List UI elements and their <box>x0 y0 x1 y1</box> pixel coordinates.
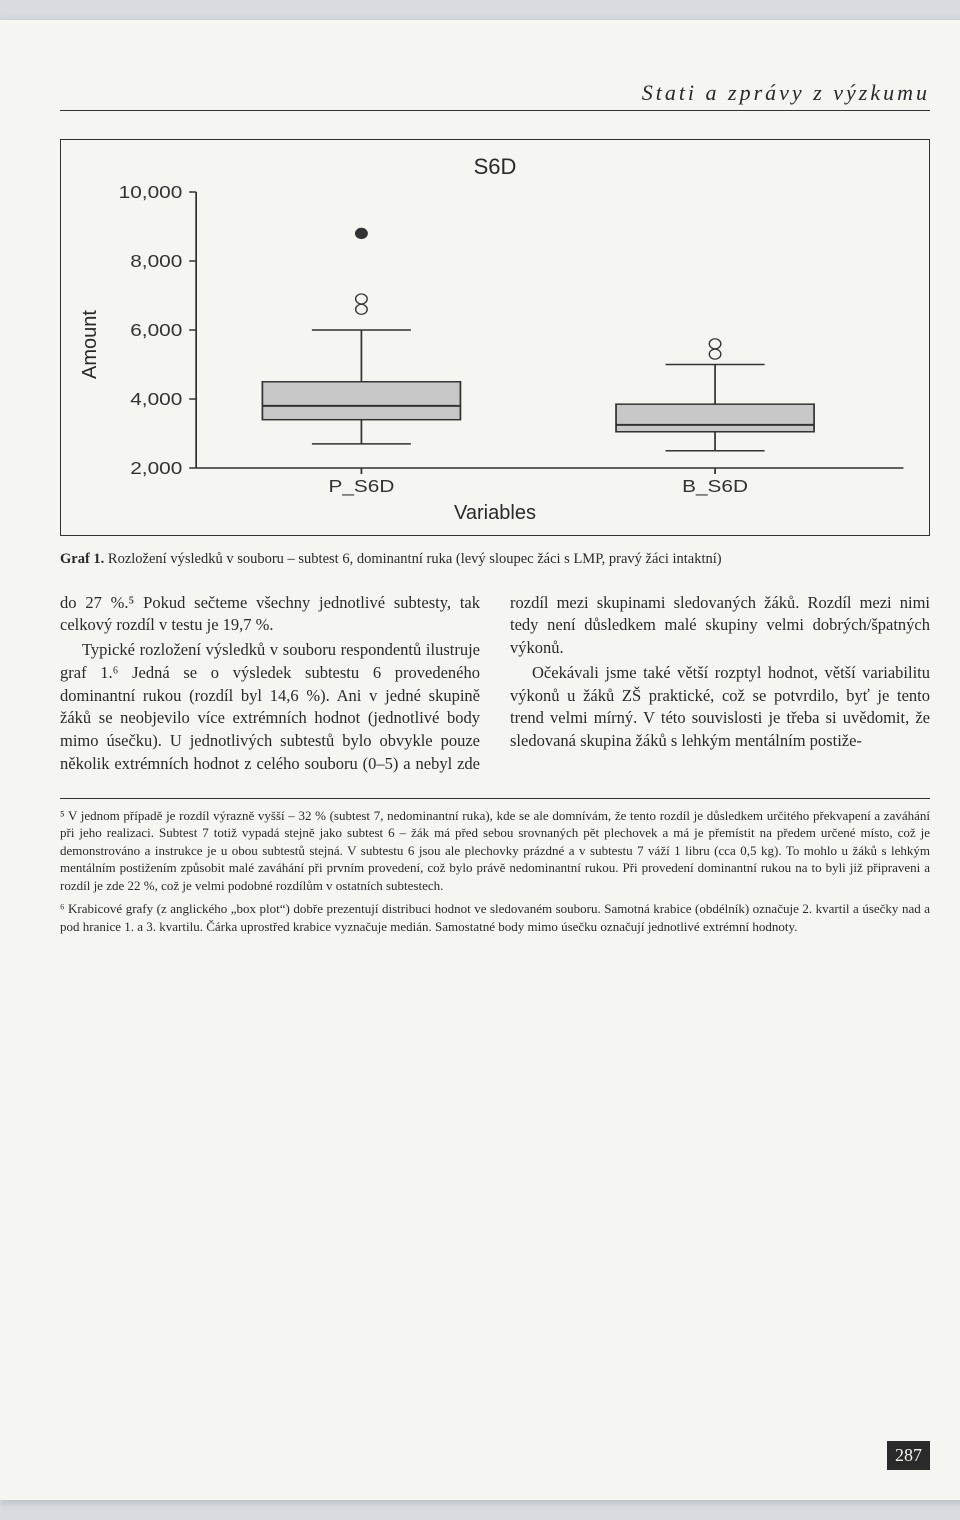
svg-text:6,000: 6,000 <box>130 320 182 340</box>
footnote-rule <box>60 798 930 799</box>
footnotes: ⁵ V jednom případě je rozdíl výrazně vyš… <box>60 807 930 936</box>
running-header: Stati a zprávy z výzkumu <box>60 80 930 106</box>
chart-title: S6D <box>75 154 915 180</box>
page: Stati a zprávy z výzkumu S6D Amount 2,00… <box>0 20 960 1500</box>
body-paragraph: Očekávali jsme také větší rozptyl hodnot… <box>510 662 930 753</box>
svg-text:P_S6D: P_S6D <box>328 476 394 496</box>
svg-text:10,000: 10,000 <box>119 184 183 203</box>
body-text: do 27 %.⁵ Pokud sečteme všechny jednotli… <box>60 592 930 776</box>
svg-text:4,000: 4,000 <box>130 389 182 409</box>
figure-caption-label: Graf 1. <box>60 551 104 567</box>
footnote: ⁵ V jednom případě je rozdíl výrazně vyš… <box>60 807 930 895</box>
figure-caption: Graf 1. Rozložení výsledků v souboru – s… <box>60 550 930 570</box>
svg-text:B_S6D: B_S6D <box>682 476 748 496</box>
chart-x-axis-label: Variables <box>75 502 915 525</box>
figure-caption-text: Rozložení výsledků v souboru – subtest 6… <box>108 551 722 567</box>
boxplot-chart: S6D Amount 2,000 4,000 6,000 8,000 10,000 P_S… <box>60 139 930 536</box>
page-number: 287 <box>887 1441 930 1470</box>
svg-text:8,000: 8,000 <box>130 251 182 271</box>
svg-text:2,000: 2,000 <box>130 458 182 478</box>
chart-y-axis-label: Amount <box>75 310 106 379</box>
body-paragraph: do 27 %.⁵ Pokud sečteme všechny jednotli… <box>60 592 480 638</box>
chart-plot-area: 2,000 4,000 6,000 8,000 10,000 P_S6D B_S6D <box>106 184 915 504</box>
header-rule <box>60 110 930 111</box>
footnote: ⁶ Krabicové grafy (z anglického „box plo… <box>60 900 930 935</box>
